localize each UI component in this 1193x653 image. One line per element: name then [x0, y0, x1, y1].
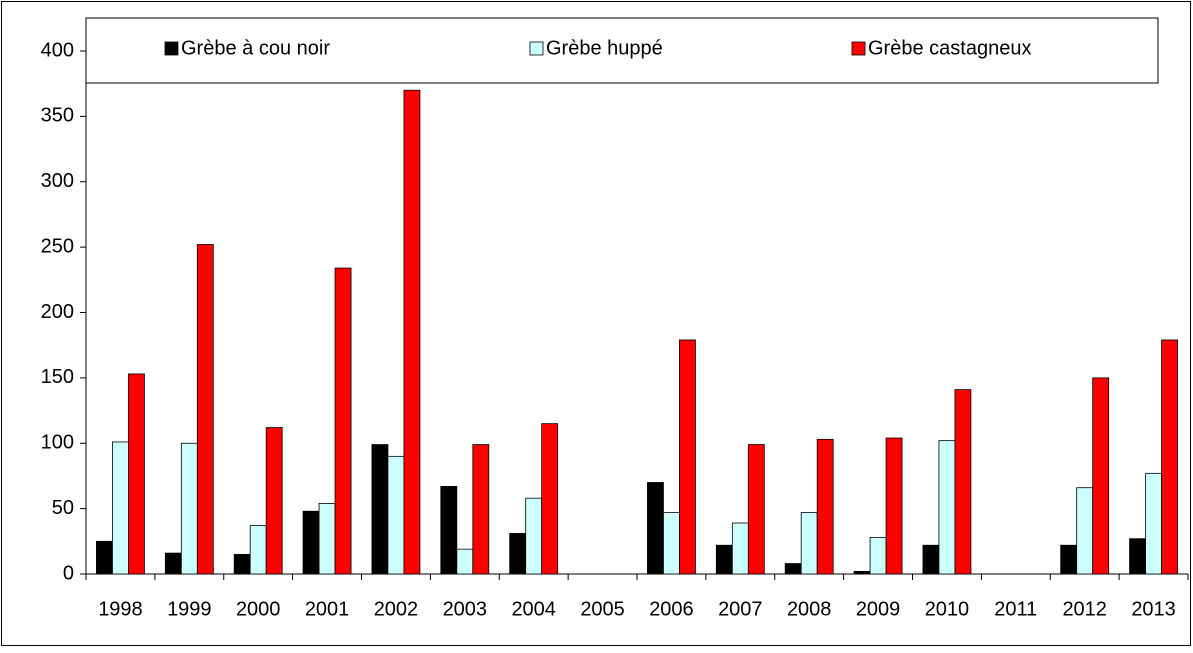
bar [715, 544, 733, 575]
bar [922, 544, 940, 575]
bar [128, 373, 145, 575]
bar [180, 442, 198, 575]
bar [816, 438, 834, 575]
bar [472, 444, 490, 575]
bar [1129, 538, 1146, 575]
bar [869, 536, 887, 575]
bar [403, 89, 421, 575]
y-tick-label: 0 [63, 562, 74, 584]
legend-swatch [529, 41, 544, 56]
bar [1145, 472, 1162, 575]
y-tick-label: 300 [41, 170, 74, 192]
x-tick-label: 2005 [580, 598, 625, 620]
x-tick-label: 2004 [511, 598, 556, 620]
legend-box [85, 17, 1159, 84]
bar [1076, 487, 1094, 575]
bar [954, 389, 972, 575]
y-tick-label: 150 [41, 366, 74, 388]
bar [387, 455, 405, 575]
bar [371, 444, 389, 575]
bar [679, 339, 696, 575]
bar [1060, 544, 1078, 575]
x-tick-label: 2011 [994, 598, 1037, 620]
legend-label: Grèbe huppé [546, 37, 663, 59]
bar [663, 512, 680, 575]
legend-label: Grèbe castagneux [868, 37, 1031, 59]
y-tick-label: 200 [41, 301, 74, 323]
bar [800, 512, 818, 575]
bar [334, 267, 352, 575]
y-tick-label: 400 [41, 39, 74, 61]
bar [265, 427, 283, 575]
x-tick-label: 2010 [925, 598, 970, 620]
bar [456, 548, 474, 575]
x-tick-label: 2002 [374, 598, 419, 620]
bar [96, 540, 113, 575]
bar [1161, 339, 1178, 575]
bar [196, 244, 214, 575]
bar [233, 553, 251, 575]
legend-swatch [851, 41, 866, 56]
x-tick-label: 2001 [305, 598, 350, 620]
bar [647, 482, 664, 575]
y-tick-label: 350 [41, 105, 74, 127]
y-tick-label: 100 [41, 432, 74, 454]
x-tick-label: 2012 [1062, 598, 1107, 620]
x-tick-label: 1998 [98, 598, 143, 620]
bar [885, 437, 903, 575]
x-tick-label: 1999 [167, 598, 212, 620]
bar [509, 533, 527, 575]
bar [731, 522, 749, 575]
bar [1092, 377, 1110, 575]
bar [938, 440, 956, 575]
legend-label: Grèbe à cou noir [181, 37, 330, 59]
x-tick-label: 2003 [443, 598, 488, 620]
bar [302, 510, 320, 575]
bar [525, 497, 543, 575]
y-tick-label: 250 [41, 235, 74, 257]
bar [541, 423, 559, 575]
x-tick-label: 2008 [787, 598, 832, 620]
legend-swatch [164, 41, 179, 56]
x-tick-label: 2009 [856, 598, 901, 620]
bar [112, 441, 129, 575]
x-tick-label: 2013 [1131, 598, 1176, 620]
bar [747, 444, 765, 575]
y-tick-label: 50 [52, 497, 74, 519]
bar [784, 563, 802, 575]
x-tick-label: 2007 [718, 598, 763, 620]
bar [318, 502, 336, 575]
x-tick-label: 2000 [236, 598, 281, 620]
bar [853, 570, 871, 575]
bar [164, 552, 182, 575]
bar [249, 525, 267, 575]
x-tick-label: 2006 [649, 598, 694, 620]
bar [440, 485, 458, 575]
